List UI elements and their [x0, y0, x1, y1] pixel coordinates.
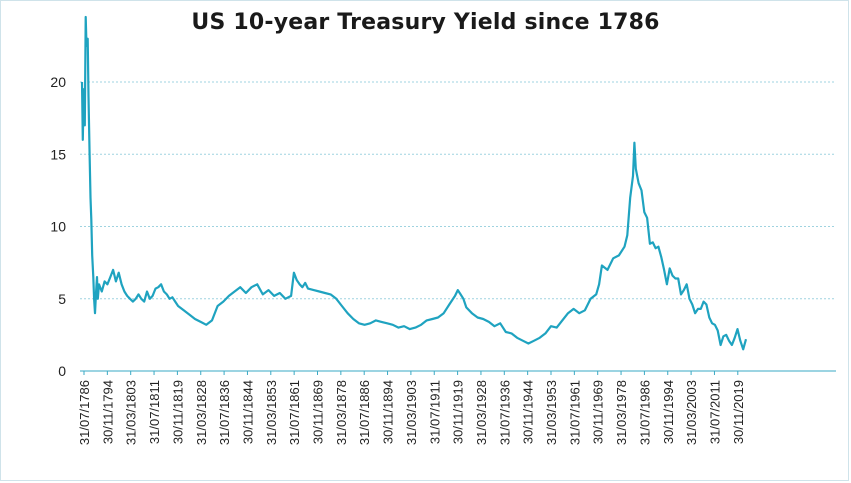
chart-title: US 10-year Treasury Yield since 1786: [191, 10, 660, 35]
series-line: [80, 15, 748, 351]
x-tick-label: 31/03/1828: [194, 380, 209, 445]
x-tick-label: 31/03/1953: [544, 380, 559, 445]
x-tick-label: 31/03/2003: [684, 380, 699, 445]
x-tick-label: 30/11/1869: [311, 380, 326, 444]
x-tick-label: 31/03/1803: [124, 380, 139, 445]
x-tick-label: 31/07/1911: [427, 380, 442, 444]
x-tick-label: 31/07/1811: [147, 380, 162, 444]
x-tick-label: 31/07/1961: [567, 380, 582, 445]
y-tick-label: 20: [50, 74, 66, 90]
x-tick-label: 31/03/1978: [614, 380, 629, 445]
y-tick-label: 10: [50, 219, 66, 235]
y-axis-ticks: 0 5 10 15 20: [50, 74, 66, 379]
x-tick-label: 31/07/1861: [287, 380, 302, 445]
x-tick-label: 31/07/1936: [497, 380, 512, 445]
x-tick-label: 31/03/1853: [264, 380, 279, 445]
y-tick-label: 0: [58, 363, 66, 379]
y-tick-label: 5: [58, 291, 66, 307]
x-tick-label: 30/11/1969: [591, 380, 606, 444]
x-tick-label: 30/11/2019: [731, 380, 746, 444]
x-tick-label: 31/07/1836: [217, 380, 232, 445]
x-tick-label: 30/11/1919: [451, 380, 466, 444]
x-tick-label: 30/11/1894: [381, 380, 396, 444]
x-tick-label: 31/03/1928: [474, 380, 489, 445]
x-tick-label: 30/11/1944: [521, 380, 536, 444]
x-tick-label: 31/07/1886: [357, 380, 372, 445]
grid-lines: [80, 81, 836, 300]
x-axis-ticks: 31/07/1786 30/11/1794 31/03/1803 31/07/1811…: [77, 371, 746, 445]
x-tick-label: 31/03/1878: [334, 380, 349, 445]
x-tick-label: 31/07/1986: [637, 380, 652, 445]
x-tick-label: 30/11/1994: [661, 380, 676, 444]
y-tick-label: 15: [50, 146, 66, 162]
x-tick-label: 30/11/1819: [170, 380, 185, 444]
x-tick-label: 31/07/1786: [77, 380, 92, 445]
x-tick-label: 31/03/1903: [404, 380, 419, 445]
x-tick-label: 30/11/1844: [240, 380, 255, 444]
x-tick-label: 31/07/2011: [707, 380, 722, 444]
x-tick-label: 30/11/1794: [100, 380, 115, 444]
